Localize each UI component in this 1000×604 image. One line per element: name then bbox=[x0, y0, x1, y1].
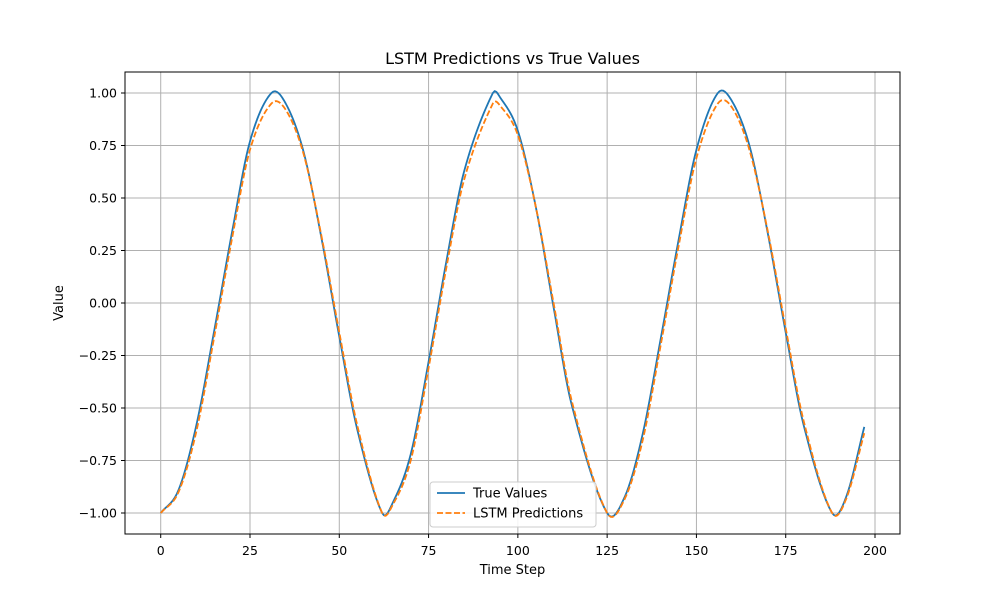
legend-label-lstm-predictions: LSTM Predictions bbox=[473, 507, 583, 522]
y-tick-label: −0.75 bbox=[79, 453, 117, 468]
x-tick-label: 75 bbox=[421, 543, 437, 558]
x-tick-label: 100 bbox=[506, 543, 530, 558]
series-lines bbox=[160, 89, 866, 518]
y-axis-label: Value bbox=[52, 285, 67, 321]
legend-label-true-values: True Values bbox=[472, 487, 547, 502]
x-axis-ticks: 0 25 50 75 100 125 150 175 200 bbox=[157, 534, 887, 558]
y-tick-label: −0.50 bbox=[79, 401, 117, 416]
y-tick-label: 0.25 bbox=[89, 243, 117, 258]
y-tick-label: 0.75 bbox=[89, 138, 117, 153]
x-tick-label: 150 bbox=[684, 543, 708, 558]
y-tick-label: 0.50 bbox=[89, 191, 117, 206]
y-tick-label: 1.00 bbox=[89, 86, 117, 101]
x-tick-label: 200 bbox=[863, 543, 887, 558]
x-tick-label: 175 bbox=[774, 543, 798, 558]
x-tick-label: 25 bbox=[242, 543, 258, 558]
series-line-lstm-predictions bbox=[160, 99, 866, 518]
legend: True Values LSTM Predictions bbox=[429, 481, 597, 528]
legend-box bbox=[429, 481, 597, 528]
x-tick-label: 50 bbox=[331, 543, 347, 558]
y-axis-ticks: −1.00 −0.75 −0.50 −0.25 0.00 0.25 0.50 0.75 1.00 bbox=[79, 86, 125, 521]
x-tick-label: 0 bbox=[157, 543, 165, 558]
x-axis-label: Time Step bbox=[479, 563, 546, 578]
y-tick-label: −0.25 bbox=[79, 348, 117, 363]
y-tick-label: −1.00 bbox=[79, 506, 117, 521]
x-tick-label: 125 bbox=[595, 543, 619, 558]
y-tick-label: 0.00 bbox=[89, 296, 117, 311]
chart-title: LSTM Predictions vs True Values bbox=[385, 49, 640, 68]
series-line-true-values bbox=[160, 89, 866, 518]
